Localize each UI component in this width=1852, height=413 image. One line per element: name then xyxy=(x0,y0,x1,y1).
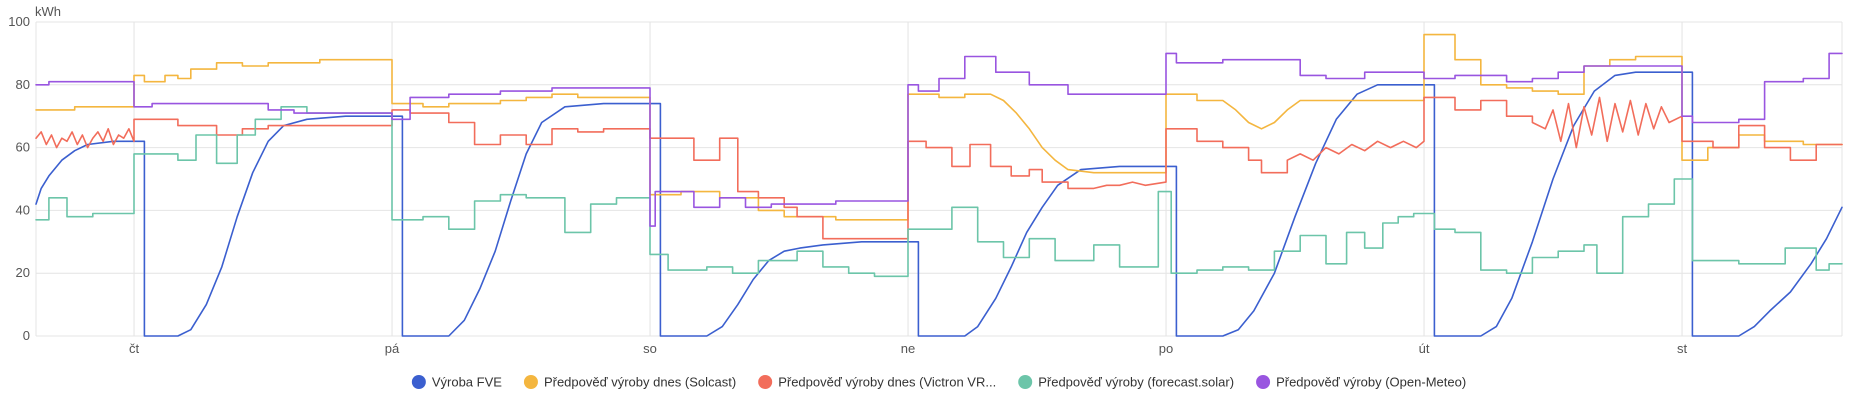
x-tick-label: ne xyxy=(901,341,915,356)
series-line-1 xyxy=(35,71,1843,337)
chart-legend: Výroba FVE Předpověď výroby dnes (Solcast… xyxy=(411,375,1466,390)
legend-item[interactable]: Předpověď výroby (forecast.solar) xyxy=(1018,375,1234,390)
x-axis-ticks: čt pá so ne po út st xyxy=(129,341,1688,356)
legend-label: Předpověď výroby dnes (Victron VR... xyxy=(778,375,996,390)
x-tick-label: po xyxy=(1159,341,1173,356)
y-tick-label: 60 xyxy=(16,140,30,155)
chart-x-grid xyxy=(35,22,1843,336)
legend-label: Výroba FVE xyxy=(432,375,502,390)
legend-label: Předpověď výroby (Open-Meteo) xyxy=(1276,375,1466,390)
legend-swatch xyxy=(758,375,773,389)
x-tick-label: čt xyxy=(129,341,140,356)
legend-swatch xyxy=(1256,375,1271,389)
legend-swatch xyxy=(411,375,426,389)
y-axis-unit: kWh xyxy=(35,4,61,19)
chart-series-layer xyxy=(35,33,1843,337)
y-tick-label: 20 xyxy=(16,265,30,280)
x-tick-label: so xyxy=(643,341,657,356)
legend-label: Předpověď výroby dnes (Solcast) xyxy=(544,375,736,390)
legend-item[interactable]: Předpověď výroby (Open-Meteo) xyxy=(1256,375,1466,390)
y-tick-label: 40 xyxy=(16,202,30,217)
y-tick-label: 100 xyxy=(8,14,30,29)
legend-item[interactable]: Výroba FVE xyxy=(411,375,502,390)
y-axis-ticks: 0 20 40 60 80 100 xyxy=(8,14,30,343)
legend-swatch xyxy=(523,375,538,389)
series-line-5 xyxy=(35,52,1843,227)
y-tick-label: 80 xyxy=(16,77,30,92)
x-tick-label: st xyxy=(1677,341,1688,356)
series-line-3 xyxy=(35,96,1843,240)
chart-grid xyxy=(36,21,1842,337)
y-tick-label: 0 xyxy=(23,328,30,343)
x-tick-label: út xyxy=(1419,341,1430,356)
legend-label: Předpověď výroby (forecast.solar) xyxy=(1038,375,1234,390)
legend-item[interactable]: Předpověď výroby dnes (Solcast) xyxy=(523,375,736,390)
series-line-2 xyxy=(35,33,1843,221)
legend-swatch xyxy=(1018,375,1033,389)
legend-item[interactable]: Předpověď výroby dnes (Victron VR... xyxy=(758,375,996,390)
x-tick-label: pá xyxy=(385,341,400,356)
